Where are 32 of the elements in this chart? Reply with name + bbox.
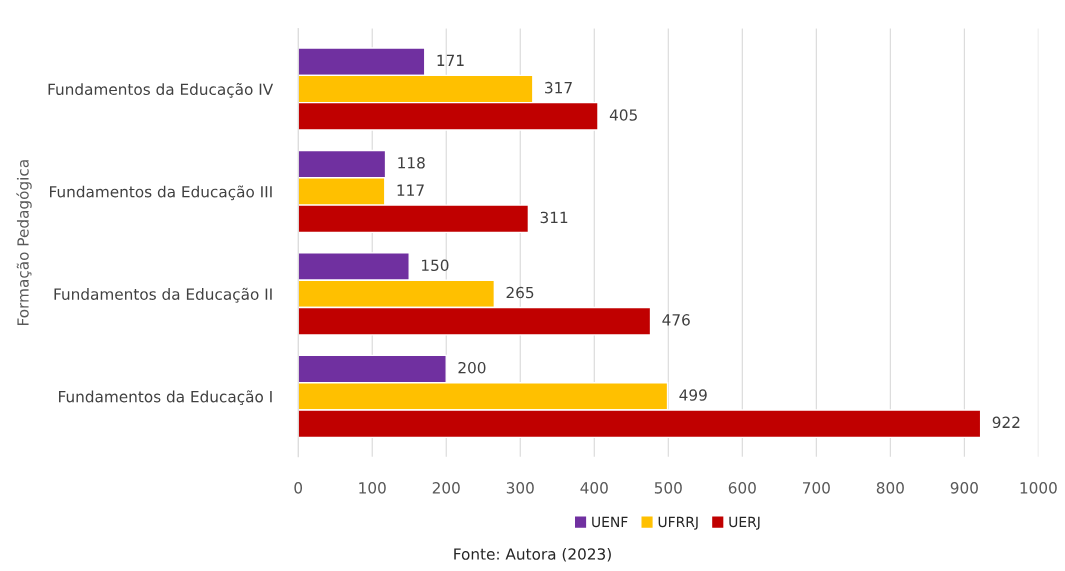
x-tick-label: 900 [950, 482, 978, 494]
data-label: 150 [422, 259, 449, 272]
legend-label: UFRRJ [658, 516, 698, 530]
y-tick-label: Fundamentos da Educação III [50, 185, 272, 201]
y-tick-label: Fundamentos da Educação I [59, 390, 272, 406]
x-tick-label: 500 [654, 482, 682, 494]
data-label: 311 [540, 211, 568, 224]
data-label: 117 [397, 184, 424, 196]
data-label: 200 [458, 361, 486, 374]
source-note: Fonte: Autora (2023) [454, 547, 611, 562]
data-label: 405 [609, 109, 637, 121]
data-label: 476 [662, 314, 690, 326]
data-label: 499 [679, 389, 707, 401]
data-label: 265 [506, 286, 534, 299]
data-label: 118 [398, 157, 425, 169]
x-tick-label: 200 [432, 482, 460, 494]
x-tick-label: 600 [728, 482, 756, 494]
x-tick-label: 0 [294, 482, 303, 494]
data-label: 171 [437, 54, 464, 66]
y-tick-label: Fundamentos da Educação II [54, 287, 272, 303]
data-label: 922 [992, 416, 1020, 429]
x-tick-label: 300 [506, 482, 534, 494]
y-axis-title: Formação Pedagógica [16, 160, 32, 326]
x-tick-label: 100 [359, 482, 386, 494]
y-tick-label: Fundamentos da Educação IV [48, 82, 274, 98]
x-tick-label: 700 [803, 482, 830, 494]
x-tick-label: 1000 [1020, 482, 1057, 494]
data-label: 317 [545, 81, 572, 94]
legend-label: UERJ [729, 516, 760, 530]
x-tick-label: 400 [580, 482, 608, 494]
legend-label: UENF [592, 516, 628, 528]
x-tick-label: 800 [876, 482, 904, 494]
